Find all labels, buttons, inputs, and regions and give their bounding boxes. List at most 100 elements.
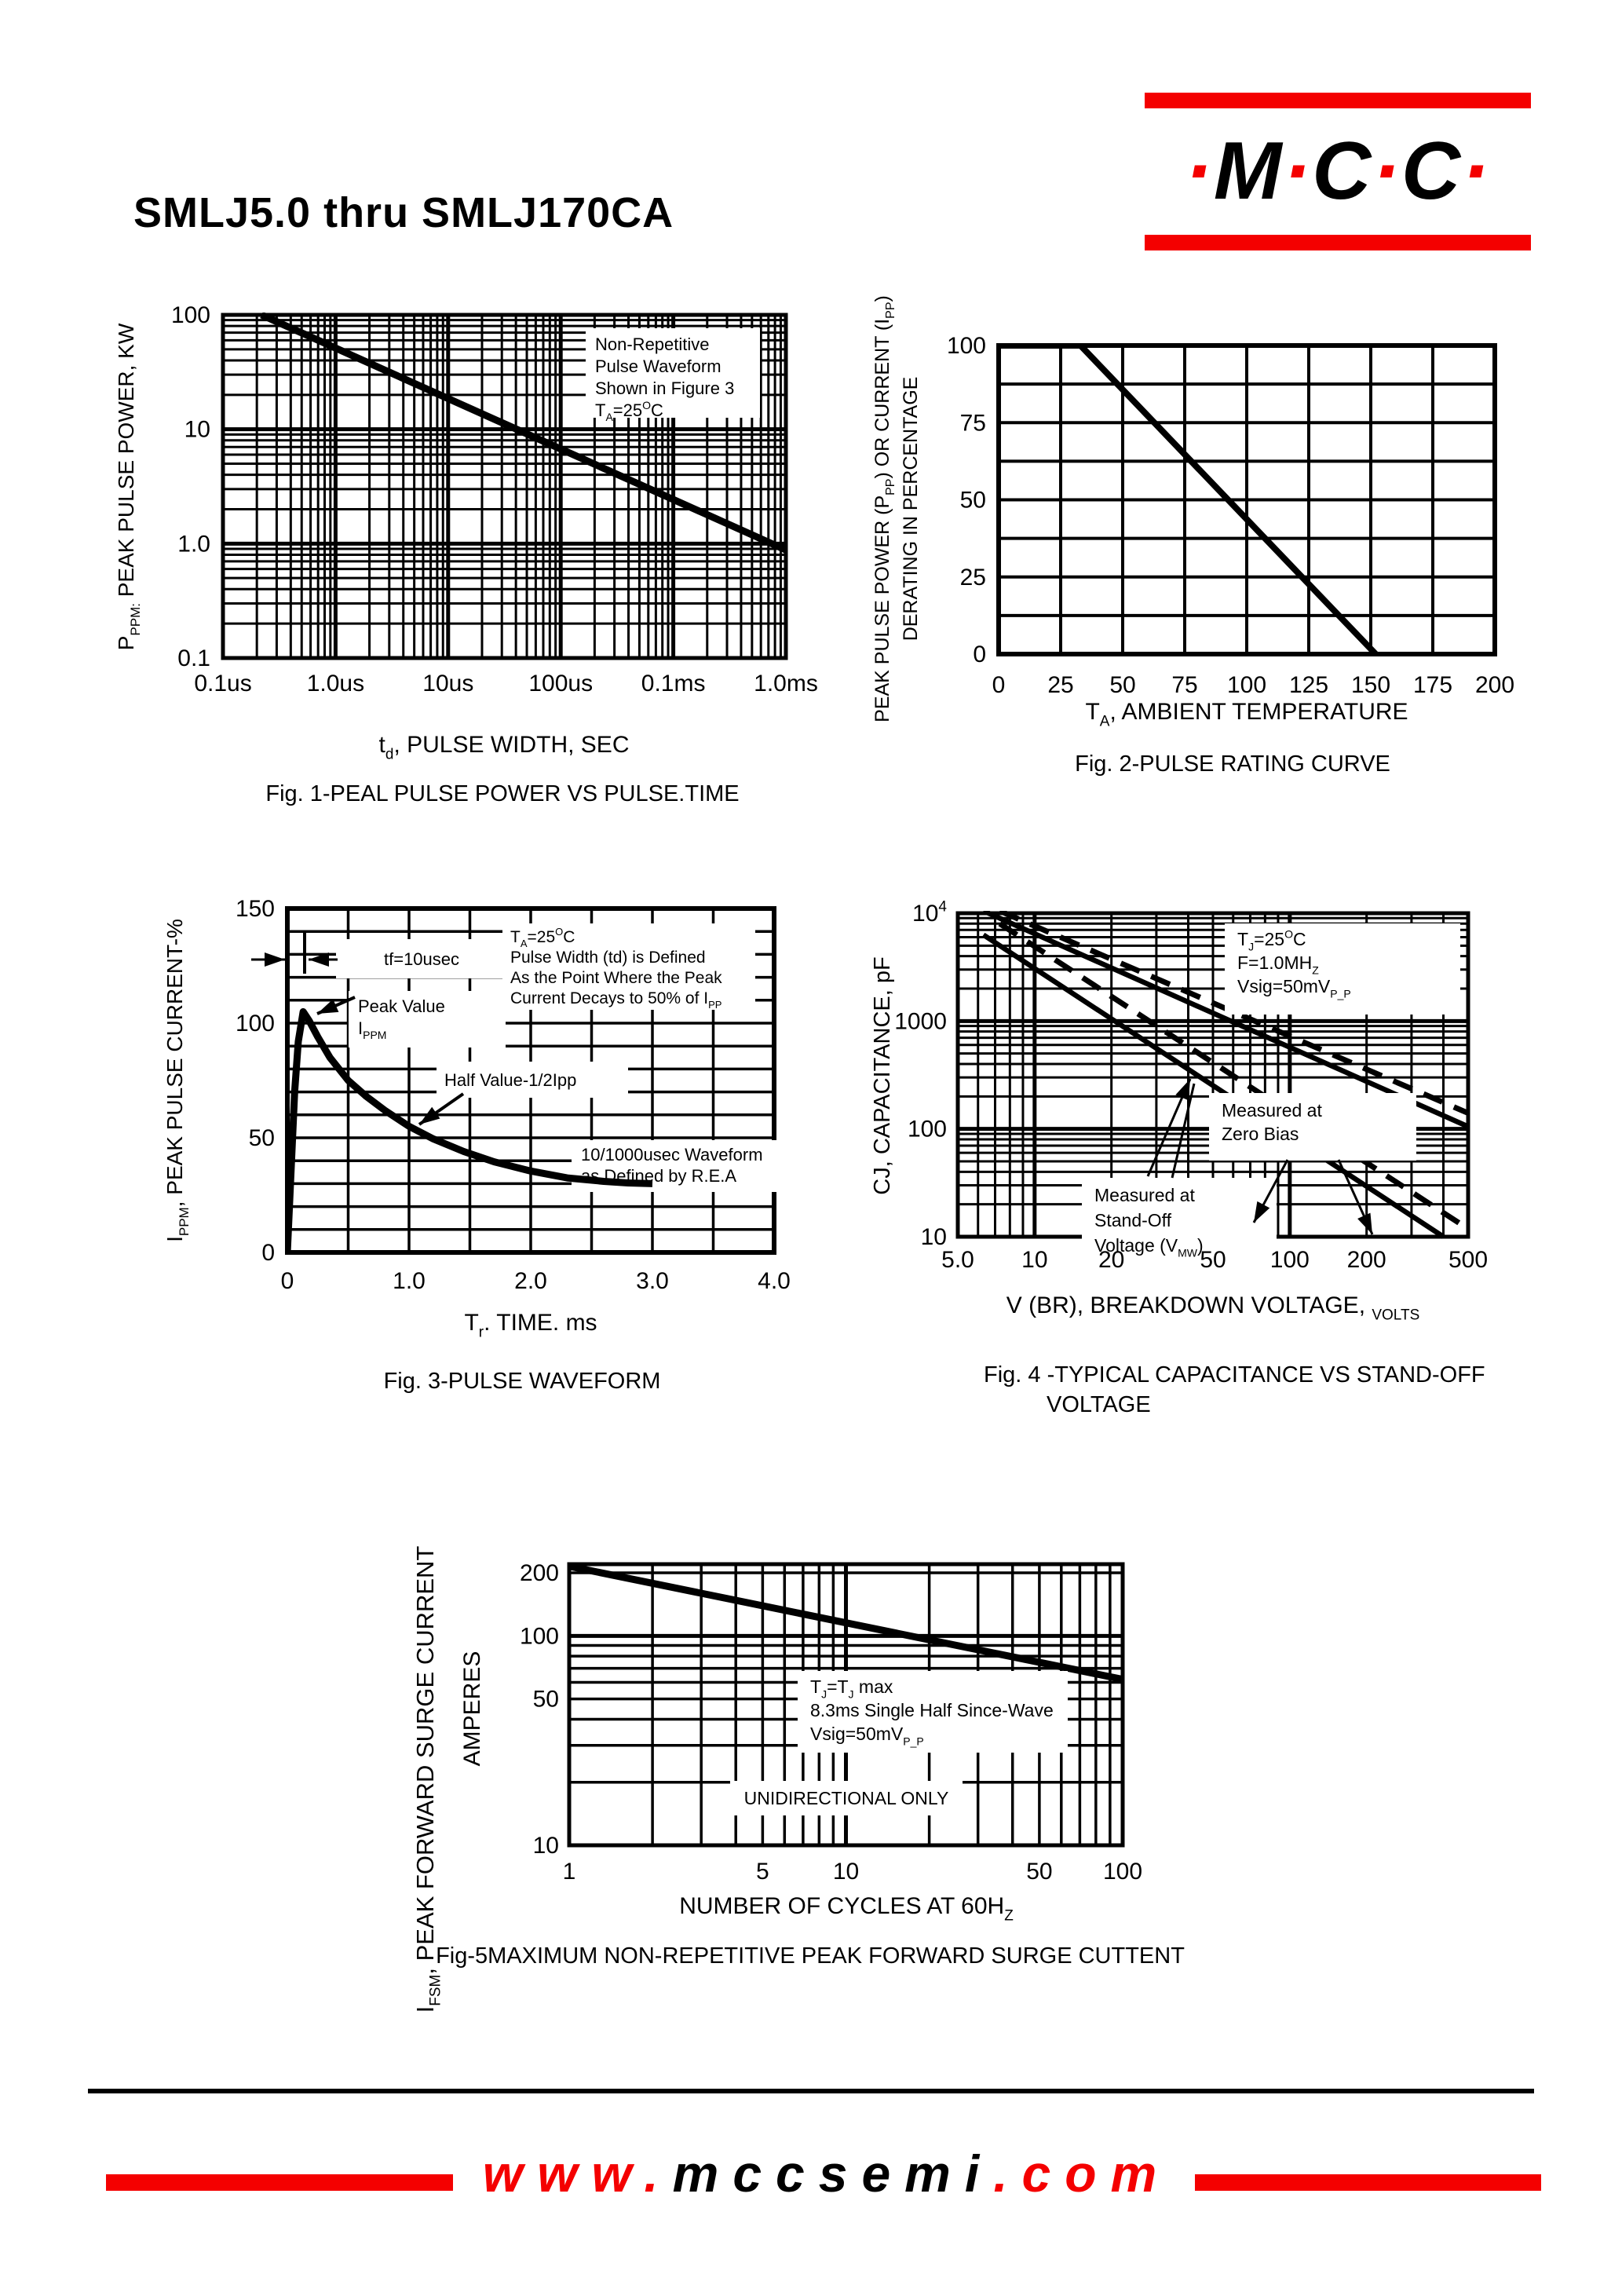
fig4-y-tick: 1000 xyxy=(894,1008,947,1034)
fig2-y-tick: 25 xyxy=(960,565,986,590)
fig4-x-tick: 100 xyxy=(1270,1247,1310,1273)
fig5-series-surge-current xyxy=(568,1563,1123,1684)
fig1-grid xyxy=(223,315,786,658)
fig4-series-zero-bias-lower-dashed xyxy=(998,921,1463,1227)
fig3-x-axis-title: Tr. TIME. ms xyxy=(464,1310,597,1340)
fig1-ticks: 0.1us 1.0us 10us 100us 0.1ms 1.0ms 100 10 1.0 0.1 xyxy=(171,302,818,696)
fig3-annotation: Current Decays to 50% of IPP xyxy=(510,989,721,1011)
fig3-caption: Fig. 3-PULSE WAVEFORM xyxy=(384,1369,661,1394)
logo-dot: · xyxy=(1372,126,1401,217)
footer-logo: www.mccsemi.com xyxy=(0,2144,1622,2238)
fig5-annotation: TJ=TJ max xyxy=(810,1676,893,1700)
fig3-x-tick: 4.0 xyxy=(758,1268,791,1294)
fig1-x-tick: 10us xyxy=(422,671,473,696)
fig5-x-tick: 1 xyxy=(563,1859,576,1885)
fig3-y-tick: 100 xyxy=(236,1011,275,1036)
fig4-callout-box xyxy=(1225,923,1460,1015)
fig2-y-tick: 0 xyxy=(973,642,986,667)
fig4-y-axis-title: CJ, CAPACITANCE, pF xyxy=(870,956,895,1194)
fig5-caption: Fig-5MAXIMUM NON-REPETITIVE PEAK FORWARD… xyxy=(436,1943,1185,1969)
fig5-y-axis-units: AMPERES xyxy=(459,1651,485,1767)
fig2-x-tick: 100 xyxy=(1227,672,1266,698)
fig4-series-zero-bias-upper-dashed xyxy=(999,911,1470,1116)
fig4-series xyxy=(981,911,1470,1239)
fig5-series xyxy=(568,1563,1123,1684)
fig1-callout-box xyxy=(586,328,760,418)
fig4-annotation: Measured at xyxy=(1222,1100,1322,1121)
fig1-series-peak-pulse-power xyxy=(260,313,787,554)
fig2-plot-border xyxy=(996,343,1497,656)
fig3-annotation: tf=10usec xyxy=(384,949,459,969)
fig2-grid xyxy=(999,345,1495,654)
fig1-y-axis-title: PPPM: PEAK PULSE POWER, KW xyxy=(114,323,143,650)
logo-text: ·M·C·C· xyxy=(1145,130,1531,212)
fig5-callouts xyxy=(730,1671,1068,1815)
fig2-x-tick: 150 xyxy=(1351,672,1390,698)
fig3-x-tick: 3.0 xyxy=(636,1268,669,1294)
logo-bar-bottom xyxy=(1145,235,1531,250)
fig3-annotation: Pulse Width (td) is Defined xyxy=(510,949,706,967)
fig2-x-tick: 25 xyxy=(1047,672,1073,698)
fig4-annotation: F=1.0MHZ xyxy=(1237,952,1319,976)
fig3-callouts xyxy=(336,923,793,1192)
fig4-callouts xyxy=(1082,923,1460,1260)
fig1-series xyxy=(260,313,787,554)
footer-bar-right xyxy=(1195,2174,1541,2191)
logo-letter: M xyxy=(1213,126,1284,217)
fig2-series xyxy=(999,343,1379,656)
fig5-y-tick: 200 xyxy=(520,1560,559,1586)
fig4-x-tick: 20 xyxy=(1098,1247,1124,1273)
fig3-y-tick: 50 xyxy=(249,1125,275,1151)
fig5-annotation: 8.3ms Single Half Since-Wave xyxy=(810,1700,1054,1720)
fig5-x-axis-title: NUMBER OF CYCLES AT 60HZ xyxy=(679,1893,1014,1924)
footer-rule xyxy=(88,2089,1534,2093)
fig3-ticks: 0 1.0 2.0 3.0 4.0 150 100 50 0 xyxy=(236,896,791,1294)
logo-bar-top xyxy=(1145,93,1531,108)
fig2-y-axis-title-1: PEAK PULSE POWER (PPP) OR CURRENT (IPP) xyxy=(871,295,897,722)
fig2-ticks: 0 25 50 75 100 125 150 175 200 100 75 50 25 0 xyxy=(947,333,1514,698)
fig4-annotation: Measured at xyxy=(1094,1185,1195,1205)
fig4-y-tick: 100 xyxy=(908,1117,947,1143)
fig2-x-tick: 50 xyxy=(1109,672,1135,698)
fig4-annotation: Stand-Off xyxy=(1094,1210,1172,1230)
fig4-series-standoff-lower-solid xyxy=(981,932,1445,1239)
fig3-annotation: TA=25OC xyxy=(510,926,575,949)
fig2-x-axis-title: TA, AMBIENT TEMPERATURE xyxy=(1085,699,1408,729)
fig2-chart: 0 25 50 75 100 125 150 175 200 100 75 50 25 0 PEAK PUL… xyxy=(871,295,1514,777)
fig1-y-tick: 100 xyxy=(171,302,210,328)
logo-letter: C xyxy=(1312,126,1373,217)
fig5-ticks: 1 5 10 50 100 200 100 50 10 xyxy=(520,1560,1142,1885)
fig3-series-pulse-waveform xyxy=(285,1007,653,1253)
fig2-x-tick: 200 xyxy=(1475,672,1514,698)
fig2-y-axis-title-2: DERATING IN PERCENTAGE xyxy=(900,377,922,642)
fig5-callout-box xyxy=(798,1671,1068,1753)
fig5-plot-border xyxy=(567,1562,1125,1848)
fig2-x-tick: 125 xyxy=(1289,672,1328,698)
fig1-callouts xyxy=(586,328,760,418)
fig3-callout-box xyxy=(336,939,507,978)
fig4-x-tick: 5.0 xyxy=(941,1247,974,1273)
fig5-y-tick: 100 xyxy=(520,1623,559,1649)
fig4-annotation: Vsig=50mVP_P xyxy=(1237,976,1351,1000)
fig4-caption-1: Fig. 4 -TYPICAL CAPACITANCE VS STAND-OFF xyxy=(984,1362,1485,1387)
logo-dot: · xyxy=(1185,126,1214,217)
fig2-series-derating-curve xyxy=(999,343,1379,656)
logo-dot: · xyxy=(1283,126,1313,217)
fig3-y-tick: 0 xyxy=(261,1240,275,1266)
fig1-annotation: Shown in Figure 3 xyxy=(595,378,734,398)
fig1-annotation: TA=25OC xyxy=(595,399,663,423)
logo-letter: C xyxy=(1401,126,1463,217)
mcc-logo: ·M·C·C· xyxy=(1145,91,1531,256)
fig2-x-tick: 0 xyxy=(992,672,1006,698)
footer-url-com: .com xyxy=(993,2144,1171,2203)
fig4-series-standoff-upper-solid xyxy=(982,911,1470,1129)
fig5-y-tick: 10 xyxy=(533,1833,559,1859)
